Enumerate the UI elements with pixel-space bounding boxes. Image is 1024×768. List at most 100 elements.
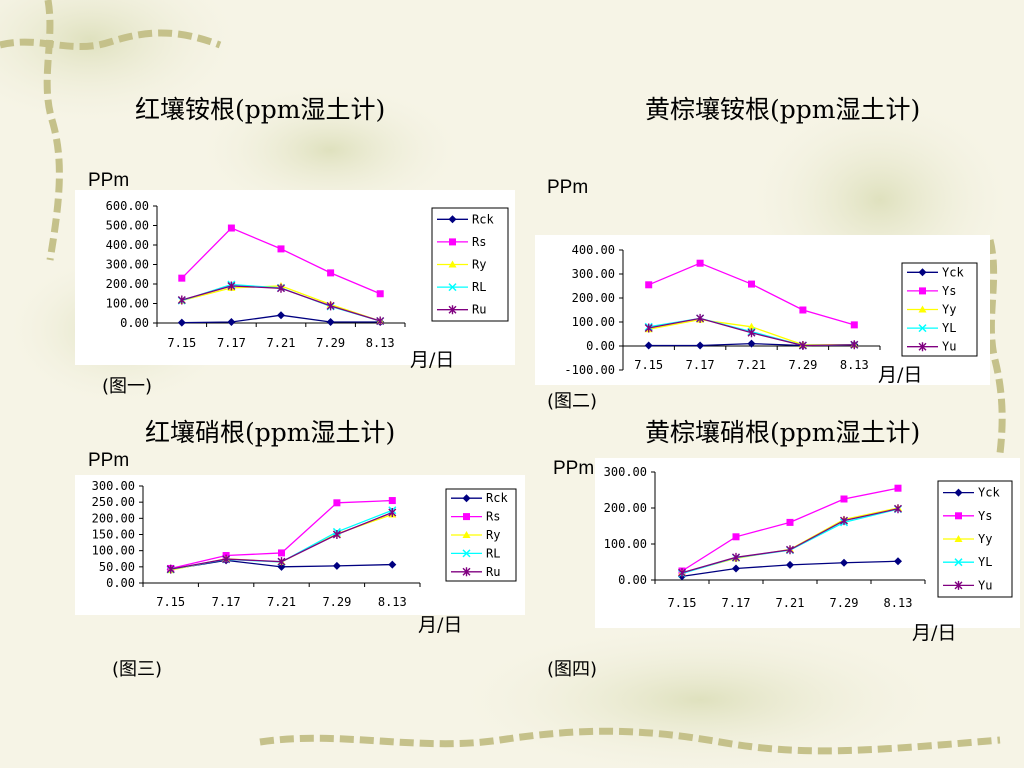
chart1-series-Rck-point bbox=[326, 318, 335, 327]
chart2-y-tick-label: 400.00 bbox=[572, 243, 615, 257]
chart2-x-tick-label: 8.13 bbox=[840, 358, 869, 372]
chart3-legend-marker bbox=[463, 513, 470, 521]
chart1-y-tick-label: 400.00 bbox=[106, 238, 149, 252]
chart2-series-Yck-point bbox=[747, 339, 756, 348]
chart3-series-Ru-point bbox=[277, 557, 286, 567]
chart1-y-tick-label: 300.00 bbox=[106, 258, 149, 272]
chart4-series-Ys-point bbox=[786, 518, 794, 526]
chart2-y-tick-label: 300.00 bbox=[572, 267, 615, 281]
chart4-legend-marker bbox=[955, 512, 962, 520]
chart2-series-Ys-point bbox=[645, 281, 653, 289]
chart1-y-tick-label: 0.00 bbox=[120, 316, 149, 330]
chart3-legend-marker bbox=[462, 567, 471, 577]
chart4-x-tick-label: 7.15 bbox=[668, 596, 697, 610]
chart2-series-Yu-point bbox=[696, 313, 705, 323]
chart2-x-unit: 月/日 bbox=[878, 364, 923, 386]
chart1-x-unit: 月/日 bbox=[410, 349, 455, 371]
chart1-title: 红壤铵根(ppm湿土计) bbox=[135, 95, 386, 124]
chart4-legend-label: Ys bbox=[978, 509, 992, 523]
chart1-series-Rs-point bbox=[327, 269, 335, 277]
chart3-plot: 0.00 50.00 100.00 150.00 200.00 250.00 300.00 7… bbox=[92, 479, 517, 609]
chart2-caption: (图二) bbox=[547, 391, 598, 412]
chart4-title: 黄棕壤硝根(ppm湿土计) bbox=[645, 418, 921, 447]
chart2-y-tick-label: -100.00 bbox=[564, 363, 615, 377]
chart2-legend-marker bbox=[918, 305, 927, 313]
chart2-legend-label: Yu bbox=[942, 340, 956, 354]
chart4-legend-label: YL bbox=[978, 555, 992, 569]
chart1-legend-marker bbox=[448, 215, 457, 224]
chart1-series-Rs-point bbox=[227, 224, 235, 232]
chart2-series-Yu-point bbox=[798, 341, 807, 351]
chart3-y-tick-label: 50.00 bbox=[99, 560, 135, 574]
chart2-series-Ys-point bbox=[850, 321, 858, 329]
chart1-series-Rck-point bbox=[177, 318, 186, 327]
chart2-legend-marker bbox=[918, 324, 927, 333]
chart2-title: 黄棕壤铵根(ppm湿土计) bbox=[645, 95, 921, 124]
chart4-series-Yu-point bbox=[840, 516, 848, 526]
chart2-panel: -100.00 0.00 100.00 200.00 300.00 400.00 7.15 7… bbox=[535, 235, 990, 385]
chart3-caption: (图三) bbox=[112, 659, 163, 680]
chart4-series-Yck-point bbox=[894, 557, 902, 566]
chart1-y-tick-label: 600.00 bbox=[106, 199, 149, 213]
chart3-panel: 0.00 50.00 100.00 150.00 200.00 250.00 300.00 7… bbox=[75, 475, 525, 615]
chart1-series-Rck-point bbox=[277, 311, 285, 320]
chart1-x-tick-label: 7.15 bbox=[167, 336, 196, 350]
chart4-x-tick-label: 7.21 bbox=[776, 596, 805, 610]
chart1-y-tick-label: 100.00 bbox=[106, 297, 149, 311]
chart2-legend-label: Yck bbox=[942, 265, 964, 279]
chart4-y-tick-label: 0.00 bbox=[618, 573, 647, 587]
chart4-y-tick-label: 300.00 bbox=[604, 465, 647, 479]
chart3-title: 红壤硝根(ppm湿土计) bbox=[145, 418, 396, 447]
chart1-legend-label: Rck bbox=[472, 212, 494, 226]
chart1-caption: (图一) bbox=[102, 376, 153, 397]
chart1-legend-label: Rs bbox=[472, 235, 486, 249]
chart3-y-axis-title: PPm bbox=[88, 450, 130, 471]
chart2-series-Yck-point bbox=[644, 341, 653, 350]
chart2-legend-marker bbox=[918, 268, 927, 277]
chart1-y-tick-label: 500.00 bbox=[106, 219, 149, 233]
chart4-legend-label: Yy bbox=[978, 532, 992, 546]
chart1-series-Rck-point bbox=[227, 318, 236, 327]
chart2-legend-label: Yy bbox=[942, 303, 956, 317]
chart2-x-tick-label: 7.17 bbox=[686, 358, 715, 372]
chart2-series-Ys-point bbox=[748, 280, 755, 288]
chart3-legend-label: Ry bbox=[486, 528, 500, 542]
chart1-series-Ru-point bbox=[277, 283, 285, 293]
chart1-plot: 0.00 100.00 200.00 300.00 400.00 500.00 600.00… bbox=[106, 199, 509, 350]
chart1-y-axis-title: PPm bbox=[88, 170, 130, 191]
chart2-series-Ys-point bbox=[799, 306, 807, 314]
chart4-x-unit: 月/日 bbox=[912, 622, 957, 644]
chart3-legend-label: Ru bbox=[486, 565, 500, 579]
chart3-series-Rck-point bbox=[332, 561, 341, 570]
chart4-plot: 0.00 100.00 200.00 300.00 7.15 7.17 7.21 7.29 8.… bbox=[604, 465, 1013, 610]
chart3-series-Rs-point bbox=[278, 549, 285, 557]
chart3-series-Rs-point bbox=[388, 497, 396, 505]
chart3-x-tick-label: 7.15 bbox=[156, 595, 185, 609]
chart3-y-tick-label: 150.00 bbox=[92, 528, 135, 542]
chart3-x-unit: 月/日 bbox=[418, 614, 463, 636]
chart4-legend-marker bbox=[954, 488, 963, 497]
chart2-legend-marker bbox=[918, 342, 927, 352]
chart1-series-Ru-point bbox=[376, 316, 385, 326]
chart4-legend-label: Yu bbox=[978, 578, 992, 592]
chart3-series-Ru-point bbox=[388, 508, 397, 518]
chart2-x-tick-label: 7.15 bbox=[634, 358, 663, 372]
chart1-legend-marker bbox=[448, 260, 457, 268]
chart2-legend-label: YL bbox=[942, 321, 956, 335]
chart1-series-Ru-point bbox=[326, 301, 335, 311]
chart1-series-Rs-point bbox=[178, 274, 186, 282]
chart4-y-tick-label: 100.00 bbox=[604, 537, 647, 551]
chart4-legend-marker bbox=[954, 558, 963, 567]
chart4-legend-marker bbox=[954, 580, 963, 590]
chart3-legend-marker bbox=[462, 494, 471, 503]
chart2-y-tick-label: 200.00 bbox=[572, 291, 615, 305]
chart1-legend-marker bbox=[448, 283, 457, 292]
chart3-y-tick-label: 0.00 bbox=[106, 576, 135, 590]
chart1-x-tick-label: 7.29 bbox=[316, 336, 345, 350]
chart2-series-Yy-point bbox=[747, 322, 756, 330]
chart4-y-axis-title: PPm bbox=[553, 458, 595, 479]
chart3-y-tick-label: 200.00 bbox=[92, 511, 135, 525]
chart2-series-Yck-point bbox=[696, 341, 705, 350]
chart4-series-Ys-line bbox=[681, 487, 899, 572]
chart3-x-tick-label: 7.21 bbox=[267, 595, 296, 609]
